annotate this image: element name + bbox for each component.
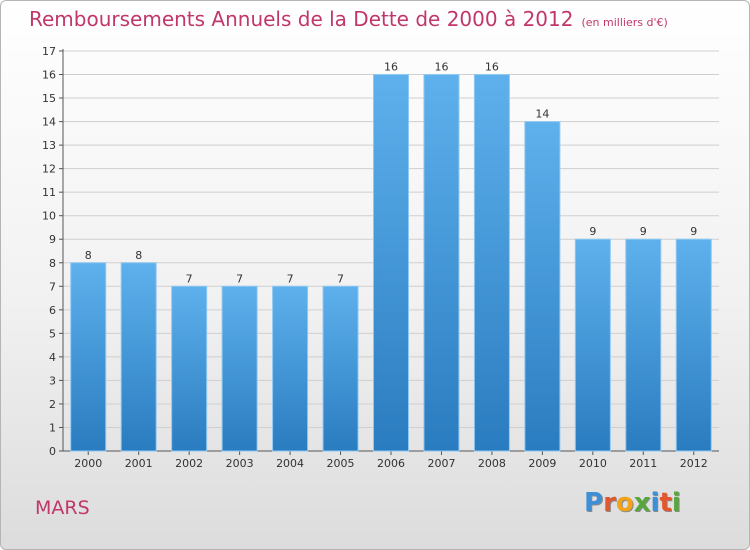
logo-letter: P bbox=[584, 488, 604, 518]
y-tick-label: 1 bbox=[49, 421, 56, 434]
y-tick-label: 3 bbox=[49, 374, 56, 387]
x-tick-label: 2001 bbox=[125, 457, 153, 470]
town-name: MARS bbox=[35, 497, 90, 519]
chart-title: Remboursements Annuels de la Dette de 20… bbox=[29, 7, 668, 31]
bar bbox=[625, 238, 662, 452]
data-label: 7 bbox=[236, 272, 243, 285]
y-tick-label: 15 bbox=[42, 92, 56, 105]
logo-letter: i bbox=[650, 488, 660, 518]
x-tick-label: 2007 bbox=[427, 457, 455, 470]
x-tick-label: 2012 bbox=[680, 457, 708, 470]
y-tick-label: 12 bbox=[42, 163, 56, 176]
x-tick-label: 2003 bbox=[226, 457, 254, 470]
data-label: 14 bbox=[535, 108, 549, 121]
y-tick-label: 13 bbox=[42, 139, 56, 152]
logo-letter: t bbox=[659, 488, 672, 518]
x-tick-label: 2005 bbox=[327, 457, 355, 470]
data-label: 9 bbox=[640, 225, 647, 238]
y-tick-label: 8 bbox=[49, 257, 56, 270]
y-tick-label: 7 bbox=[49, 280, 56, 293]
data-label: 9 bbox=[589, 225, 596, 238]
bar bbox=[423, 74, 460, 452]
x-tick-label: 2000 bbox=[74, 457, 102, 470]
y-tick-label: 0 bbox=[49, 445, 56, 458]
data-label: 7 bbox=[287, 272, 294, 285]
data-label: 8 bbox=[135, 249, 142, 262]
x-tick-label: 2002 bbox=[175, 457, 203, 470]
data-label: 16 bbox=[434, 61, 448, 74]
bar bbox=[322, 285, 359, 452]
bar bbox=[171, 285, 208, 452]
y-tick-label: 2 bbox=[49, 398, 56, 411]
x-tick-label: 2008 bbox=[478, 457, 506, 470]
y-tick-label: 16 bbox=[42, 69, 56, 82]
chart-title-main: Remboursements Annuels de la Dette de 20… bbox=[29, 7, 574, 31]
logo-letter: x bbox=[633, 488, 651, 518]
data-label: 7 bbox=[337, 272, 344, 285]
chart-subtitle: (en milliers d'€) bbox=[581, 16, 668, 29]
y-tick-label: 5 bbox=[49, 327, 56, 340]
label-layer: 8 8 7 7 7 7 16 16 16 14 9 9 9 bbox=[85, 61, 698, 286]
data-label: 8 bbox=[85, 249, 92, 262]
bar bbox=[120, 262, 157, 452]
y-tick-label: 17 bbox=[42, 45, 56, 58]
y-tick-label: 14 bbox=[42, 116, 56, 129]
y-tick-label: 10 bbox=[42, 210, 56, 223]
x-tick-label: 2006 bbox=[377, 457, 405, 470]
bar-layer bbox=[70, 74, 712, 452]
x-tick-label: 2011 bbox=[629, 457, 657, 470]
bar bbox=[524, 121, 561, 452]
bar bbox=[221, 285, 258, 452]
data-label: 16 bbox=[485, 61, 499, 74]
bar bbox=[272, 285, 309, 452]
bar bbox=[70, 262, 107, 452]
x-tick-label: 2004 bbox=[276, 457, 304, 470]
y-tick-label: 4 bbox=[49, 351, 56, 364]
logo-letter: i bbox=[671, 488, 681, 518]
data-label: 7 bbox=[186, 272, 193, 285]
logo-letter: r bbox=[603, 488, 616, 518]
bar bbox=[675, 238, 712, 452]
proxiti-logo: Proxiti bbox=[584, 488, 681, 518]
y-tick-label: 11 bbox=[42, 186, 56, 199]
x-tick-label: 2010 bbox=[579, 457, 607, 470]
logo-letter: o bbox=[615, 488, 634, 518]
x-tick-label: 2009 bbox=[528, 457, 556, 470]
bar bbox=[574, 238, 611, 452]
y-tick-label: 9 bbox=[49, 233, 56, 246]
data-label: 9 bbox=[690, 225, 697, 238]
bar bbox=[373, 74, 409, 452]
data-label: 16 bbox=[384, 61, 398, 74]
y-tick-label: 6 bbox=[49, 304, 56, 317]
bar bbox=[473, 74, 510, 452]
